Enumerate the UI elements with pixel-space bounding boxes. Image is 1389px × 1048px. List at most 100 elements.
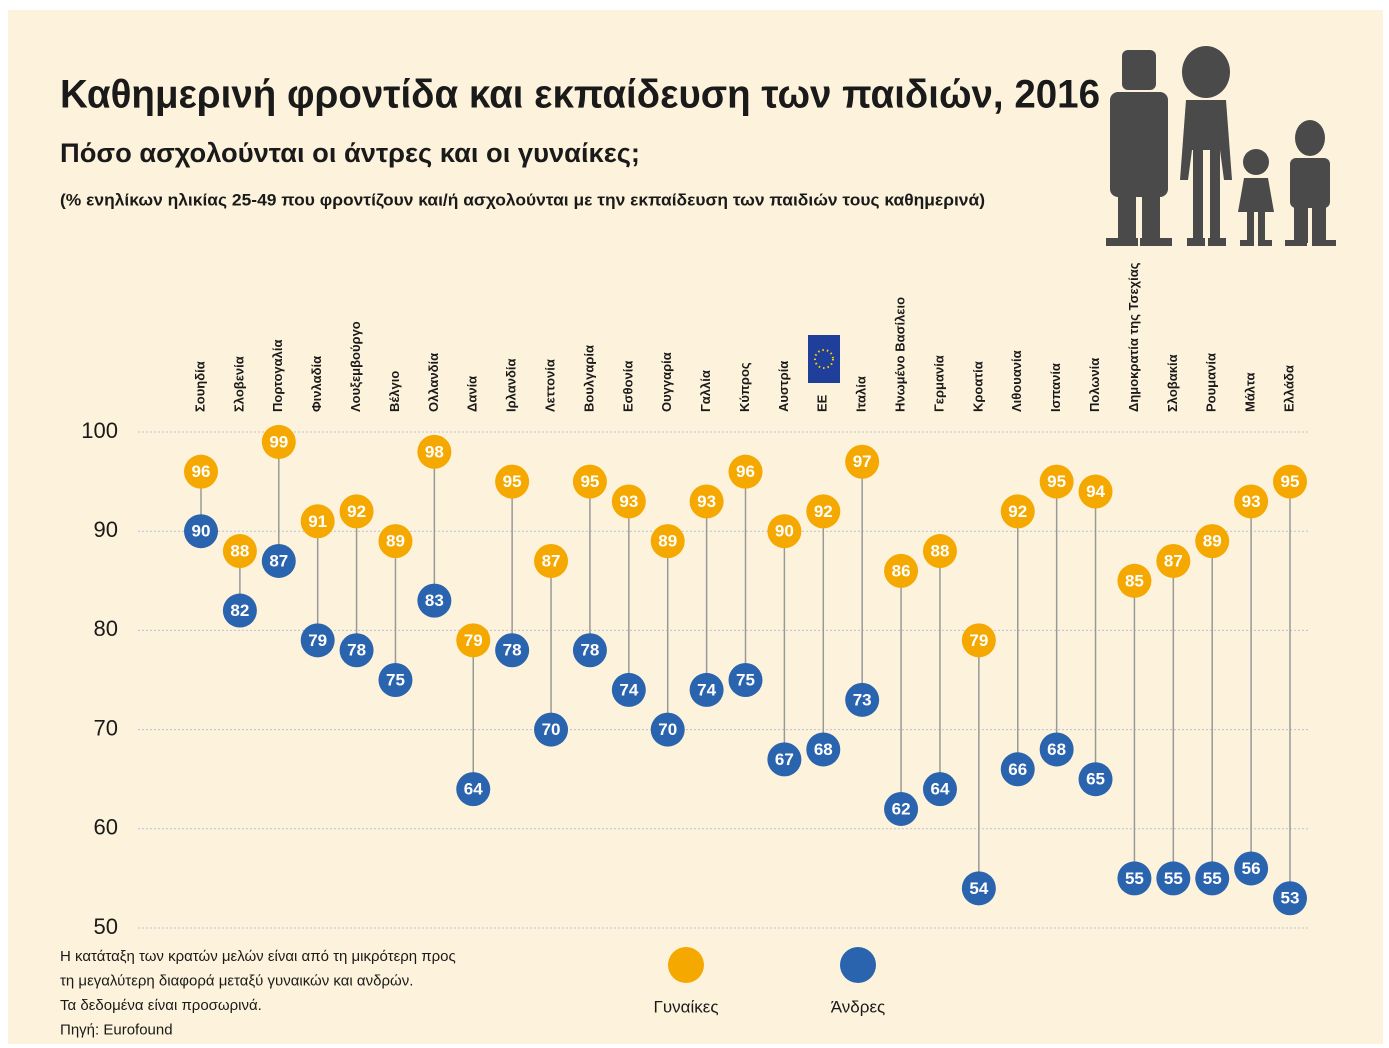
x-tick-label: Ελλάδα	[1281, 365, 1296, 412]
value-label: 78	[503, 641, 522, 660]
x-tick-label: Γαλλία	[698, 370, 713, 412]
x-tick-label: Λεττονία	[542, 359, 557, 412]
value-label: 95	[503, 472, 522, 491]
value-label: 75	[386, 670, 405, 689]
y-tick-label: 90	[94, 517, 118, 542]
x-tick-label: ΕΕ	[815, 394, 830, 412]
dot	[728, 663, 763, 697]
x-tick-label: Γερμανία	[931, 355, 946, 412]
dot	[650, 524, 685, 559]
value-label: 89	[658, 532, 677, 551]
dot	[1039, 464, 1074, 499]
dot	[1117, 563, 1152, 598]
dot	[884, 791, 919, 826]
dot	[534, 712, 569, 747]
value-label: 75	[736, 670, 755, 689]
value-label: 92	[814, 502, 833, 521]
footnote: τη μεγαλύτερη διαφορά μεταξύ γυναικών κα…	[60, 972, 413, 989]
value-label: 99	[269, 432, 288, 451]
legend-label: Άνδρες	[831, 997, 885, 1016]
value-label: 74	[619, 680, 638, 699]
value-label: 62	[892, 799, 911, 818]
value-label: 92	[1008, 502, 1027, 521]
dot	[689, 484, 724, 519]
value-label: 96	[192, 462, 211, 481]
dot	[572, 464, 607, 499]
value-label: 87	[1164, 551, 1183, 570]
value-label: 55	[1125, 869, 1144, 888]
dot	[300, 504, 335, 539]
legend-label: Γυναίκες	[653, 997, 718, 1016]
footnote: Η κατάταξη των κρατών μελών είναι από τη…	[60, 948, 456, 965]
chart-subtitle: Πόσο ασχολούνται οι άντρες και οι γυναίκ…	[60, 138, 640, 168]
dot	[378, 663, 413, 697]
dot	[767, 514, 802, 549]
value-label: 67	[775, 750, 794, 769]
dot	[300, 623, 335, 658]
value-label: 95	[580, 472, 599, 491]
y-tick-label: 80	[94, 616, 118, 641]
dot	[378, 524, 413, 559]
x-tick-label: Αυστρία	[776, 361, 791, 412]
dot	[1273, 881, 1307, 916]
dot	[1000, 494, 1035, 529]
dot	[1234, 851, 1269, 886]
value-label: 68	[1047, 740, 1066, 759]
dot	[1117, 861, 1152, 896]
dot	[767, 742, 802, 777]
dot	[495, 464, 530, 499]
x-tick-label: Σλοβενία	[231, 356, 246, 412]
x-tick-label: Ρουμανία	[1204, 353, 1219, 412]
dot	[1195, 524, 1230, 559]
dot	[1156, 861, 1191, 896]
dot	[222, 534, 257, 569]
x-tick-label: Μάλτα	[1243, 373, 1258, 412]
dot	[845, 444, 880, 479]
x-tick-label: Ολλανδία	[426, 353, 441, 412]
value-label: 91	[308, 512, 327, 531]
value-label: 79	[464, 631, 483, 650]
x-tick-label: Βέλγιο	[387, 371, 402, 412]
value-label: 70	[542, 720, 561, 739]
dot	[884, 553, 919, 588]
dot	[806, 732, 841, 767]
value-label: 65	[1086, 770, 1105, 789]
value-label: 79	[308, 631, 327, 650]
legend-swatch	[840, 947, 876, 983]
dot	[611, 672, 646, 707]
value-label: 55	[1164, 869, 1183, 888]
x-tick-label: Ιρλανδία	[504, 359, 519, 412]
dot	[1195, 861, 1230, 896]
value-label: 94	[1086, 482, 1105, 501]
value-label: 64	[464, 780, 483, 799]
x-tick-label: Δανία	[465, 376, 480, 412]
value-label: 78	[580, 641, 599, 660]
dot	[845, 682, 880, 717]
dot	[417, 583, 452, 618]
chart-note: (% ενηλίκων ηλικίας 25-49 που φροντίζουν…	[60, 190, 985, 209]
x-tick-label: Σλοβακία	[1165, 354, 1180, 412]
value-label: 96	[736, 462, 755, 481]
dot	[922, 772, 957, 807]
value-label: 79	[969, 631, 988, 650]
value-label: 87	[269, 551, 288, 570]
value-label: 92	[347, 502, 366, 521]
value-label: 56	[1242, 859, 1261, 878]
value-label: 82	[230, 601, 249, 620]
x-tick-label: Εσθονία	[620, 361, 635, 412]
dot	[339, 494, 374, 529]
value-label: 88	[230, 542, 249, 561]
x-tick-label: Πορτογαλία	[270, 340, 285, 412]
x-tick-label: Φινλαδία	[309, 356, 324, 412]
dot	[495, 633, 530, 668]
value-label: 89	[386, 532, 405, 551]
x-tick-label: Κροατία	[970, 361, 985, 412]
value-label: 74	[697, 680, 716, 699]
value-label: 68	[814, 740, 833, 759]
dot	[1078, 474, 1113, 509]
family-icon	[1106, 46, 1336, 246]
dot	[1039, 732, 1074, 767]
legend-swatch	[668, 947, 704, 983]
x-tick-label: Σουηδία	[192, 361, 207, 412]
dot	[184, 454, 218, 489]
